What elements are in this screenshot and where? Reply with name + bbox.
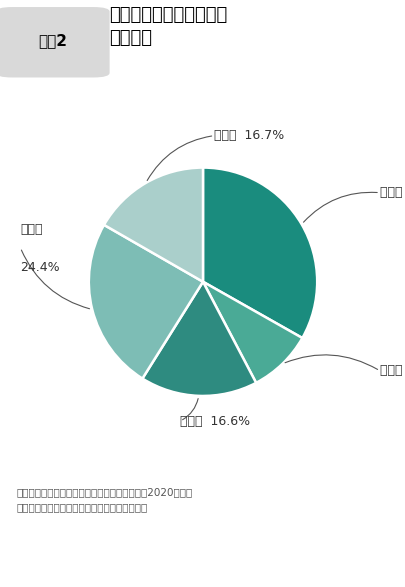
- Wedge shape: [89, 225, 202, 379]
- Text: その他  16.7%: その他 16.7%: [214, 129, 284, 142]
- Wedge shape: [142, 282, 256, 396]
- Text: 漿液性  33.2%: 漿液性 33.2%: [379, 186, 405, 199]
- Wedge shape: [202, 167, 316, 338]
- Text: 24.4%: 24.4%: [20, 261, 60, 274]
- Wedge shape: [202, 282, 302, 383]
- Text: 卵巣がんの組織型による
発生頻度: 卵巣がんの組織型による 発生頻度: [109, 6, 227, 47]
- Text: 粘液性  9.1%: 粘液性 9.1%: [379, 365, 405, 377]
- FancyBboxPatch shape: [0, 7, 109, 77]
- Text: 明細胞: 明細胞: [20, 223, 43, 236]
- Wedge shape: [104, 167, 202, 282]
- Text: 図表2: 図表2: [38, 33, 67, 49]
- Text: 「卵巣がん・卵管癌・腹膜癌治療ガイドライン2020年版」
日本婦人科腫瘍学会編、金原出版を参考に作成: 「卵巣がん・卵管癌・腹膜癌治療ガイドライン2020年版」 日本婦人科腫瘍学会編、…: [16, 487, 192, 512]
- Text: 類内膜  16.6%: 類内膜 16.6%: [180, 414, 249, 427]
